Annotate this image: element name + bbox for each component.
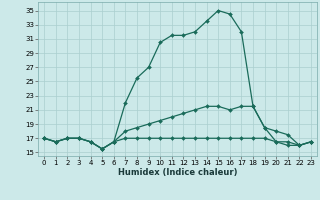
X-axis label: Humidex (Indice chaleur): Humidex (Indice chaleur) xyxy=(118,168,237,177)
